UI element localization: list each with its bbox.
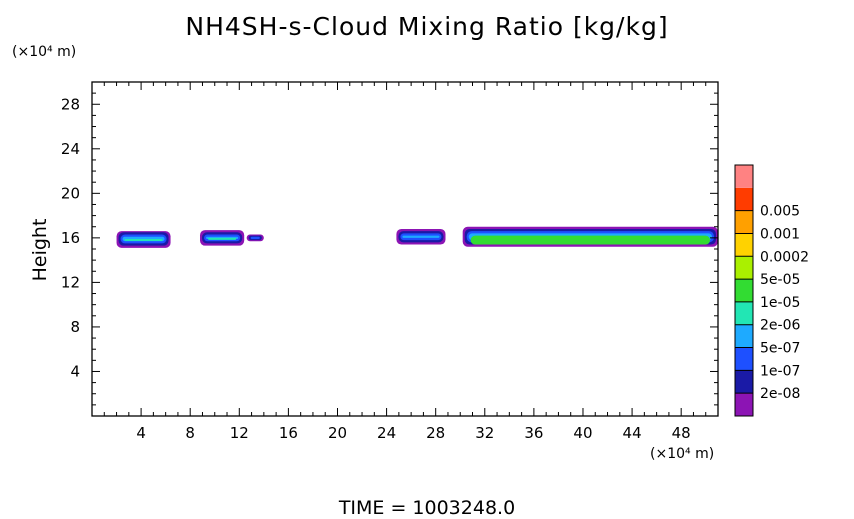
colorbar-swatch bbox=[735, 324, 753, 348]
colorbar-label: 0.005 bbox=[760, 204, 800, 220]
colorbar-label: 2e-08 bbox=[760, 386, 800, 402]
cloud-patch-4-band-4 bbox=[470, 235, 710, 245]
colorbar-swatch bbox=[735, 370, 753, 394]
colorbar-swatch bbox=[735, 347, 753, 371]
y-tick-label: 16 bbox=[61, 229, 80, 247]
x-tick-label: 4 bbox=[136, 424, 146, 442]
x-tick-label: 16 bbox=[279, 424, 298, 442]
cloud-patch-1-band-4 bbox=[208, 237, 237, 240]
colorbar-label: 5e-05 bbox=[760, 272, 800, 288]
x-tick-label: 32 bbox=[475, 424, 494, 442]
colorbar-label: 5e-07 bbox=[760, 341, 800, 357]
colorbar-label: 1e-07 bbox=[760, 363, 800, 379]
colorbar-label: 0.0002 bbox=[760, 249, 809, 265]
y-tick-label: 20 bbox=[61, 184, 80, 202]
x-tick-label: 44 bbox=[623, 424, 642, 442]
colorbar-swatch bbox=[735, 393, 753, 416]
plot-frame bbox=[91, 81, 719, 417]
y-axis-unit: (×10⁴ m) bbox=[12, 44, 77, 60]
y-tick-label: 28 bbox=[61, 95, 80, 113]
colorbar-swatch bbox=[735, 279, 753, 302]
colorbar-swatch bbox=[735, 256, 753, 280]
x-tick-label: 12 bbox=[230, 424, 249, 442]
time-footer: TIME = 1003248.0 bbox=[338, 497, 516, 519]
colorbar-swatch bbox=[735, 233, 753, 257]
colorbar-frame bbox=[734, 164, 754, 417]
colorbar-label: 2e-06 bbox=[760, 318, 800, 334]
x-tick-label: 40 bbox=[573, 424, 592, 442]
x-tick-label: 28 bbox=[426, 424, 445, 442]
y-tick-label: 4 bbox=[70, 362, 80, 380]
x-axis-unit: (×10⁴ m) bbox=[650, 446, 715, 462]
chart-title: NH4SH-s-Cloud Mixing Ratio [kg/kg] bbox=[185, 12, 669, 41]
x-tick-label: 20 bbox=[328, 424, 347, 442]
x-tick-label: 8 bbox=[185, 424, 195, 442]
x-tick-label: 36 bbox=[524, 424, 543, 442]
y-tick-label: 12 bbox=[61, 273, 80, 291]
colorbar-swatch bbox=[735, 210, 753, 234]
colorbar-swatch bbox=[735, 301, 753, 325]
x-tick-label: 48 bbox=[672, 424, 691, 442]
y-tick-label: 8 bbox=[70, 318, 80, 336]
cloud-patch-2-band-2 bbox=[250, 236, 260, 239]
cloud-patch-3-band-3 bbox=[402, 235, 440, 238]
cloud-patch-0-band-4 bbox=[124, 238, 163, 241]
colorbar-swatch bbox=[735, 165, 753, 188]
x-tick-label: 24 bbox=[377, 424, 396, 442]
colorbar-label: 0.001 bbox=[760, 226, 800, 242]
colorbar-label: 1e-05 bbox=[760, 295, 800, 311]
colorbar-swatch bbox=[735, 187, 753, 211]
y-tick-label: 24 bbox=[61, 140, 80, 158]
